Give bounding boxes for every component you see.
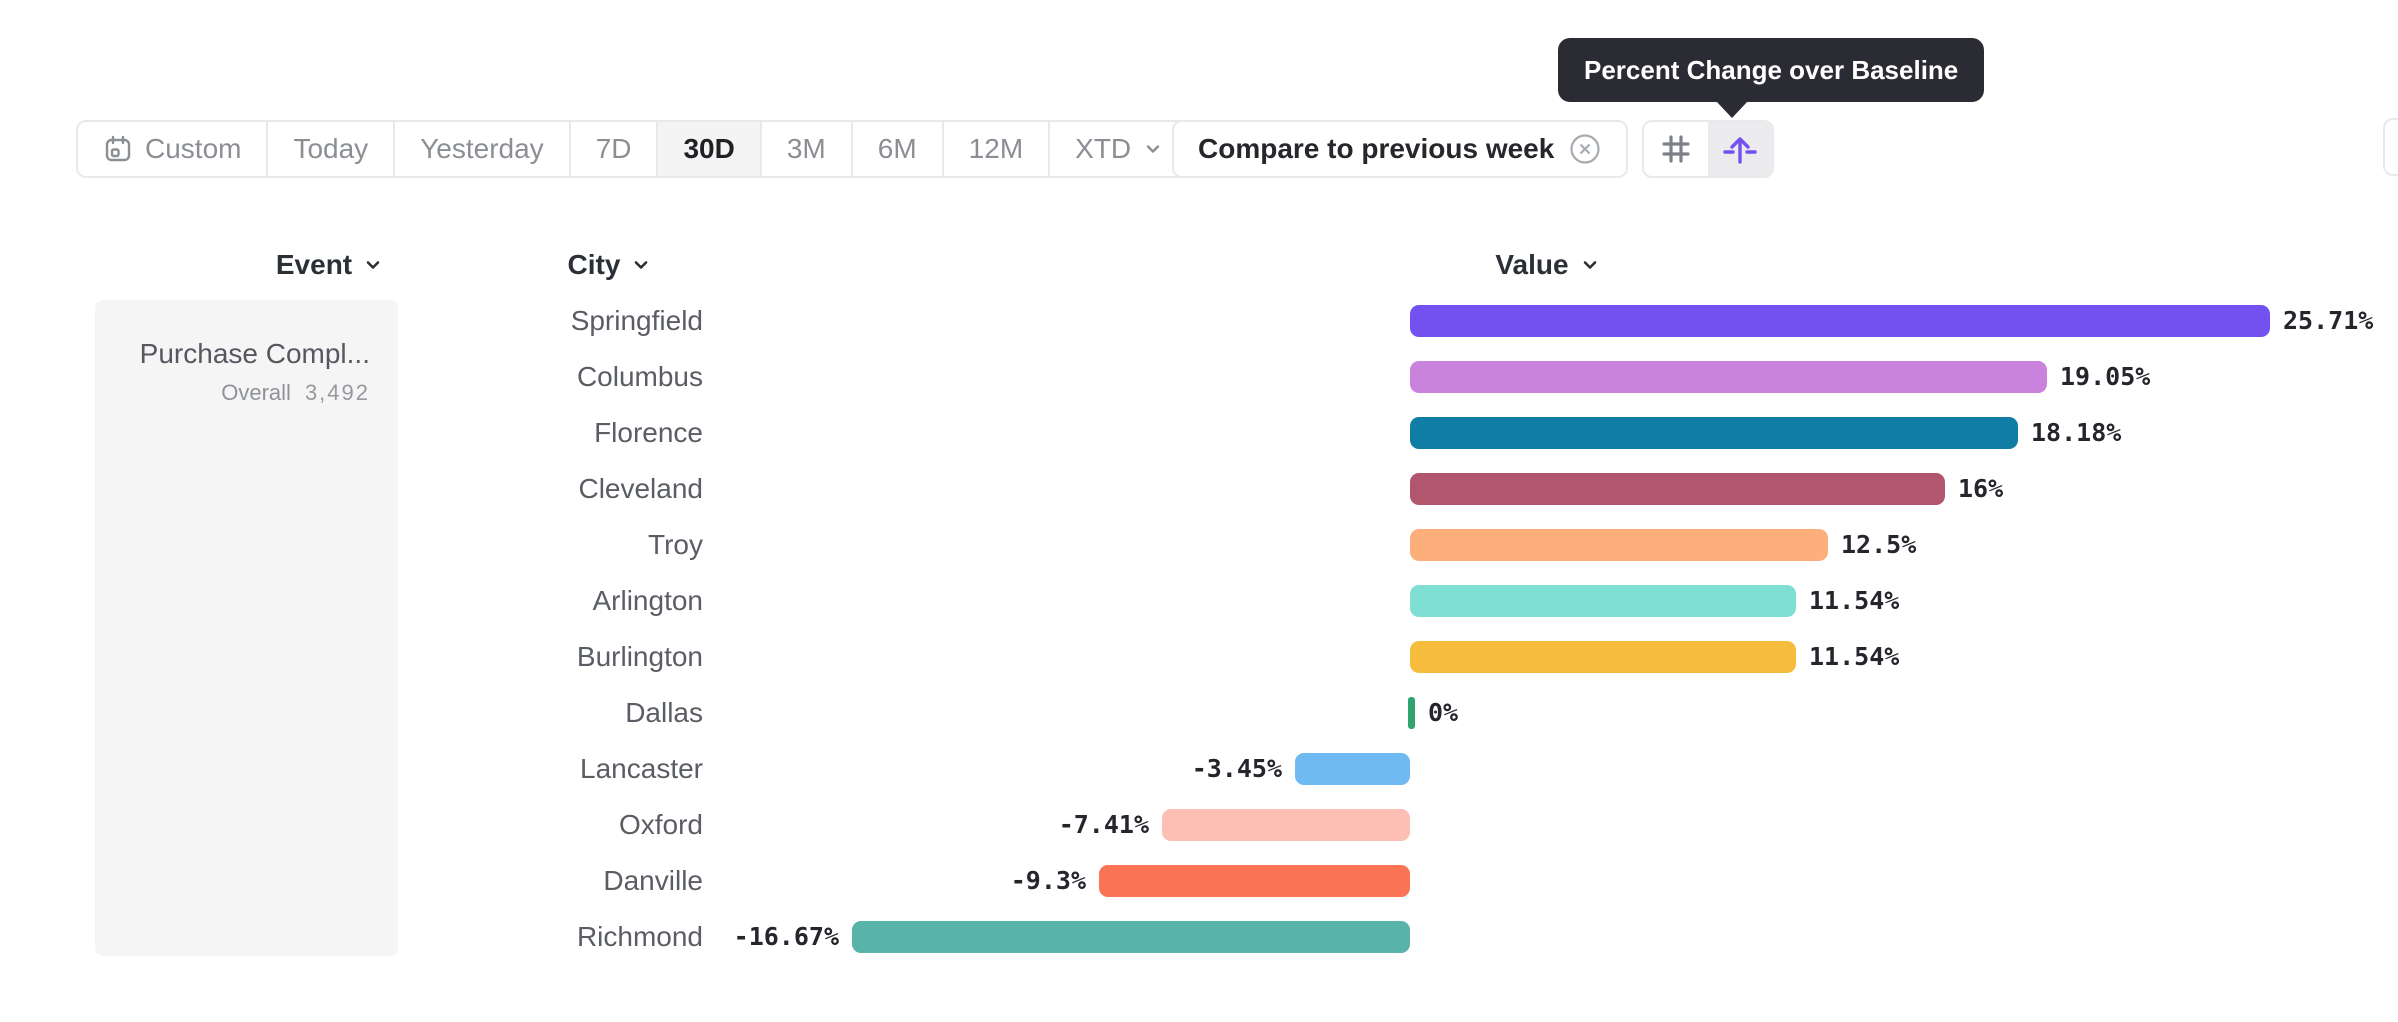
city-label: Burlington — [576, 641, 703, 672]
value-bar[interactable] — [1410, 305, 2270, 337]
city-label: Dallas — [625, 697, 703, 728]
date-range-tab-label: Custom — [145, 133, 242, 164]
value-bar[interactable] — [1295, 753, 1410, 785]
clipped-button[interactable] — [2383, 118, 2398, 176]
tooltip-percent-change: Percent Change over Baseline — [1558, 38, 1985, 118]
tooltip-text: Percent Change over Baseline — [1584, 54, 1959, 85]
chevron-down-icon — [366, 261, 380, 269]
chevron-down-icon — [1146, 145, 1160, 153]
event-overall: Overall 3,492 — [95, 380, 370, 406]
city-label: Cleveland — [578, 473, 703, 504]
chart-view-toggle — [1642, 120, 1774, 178]
value-bar[interactable] — [1410, 585, 1796, 617]
date-range-tab-30d[interactable]: 30D — [658, 122, 762, 176]
calendar-icon — [105, 135, 131, 162]
date-range-tab-7d[interactable]: 7D — [571, 122, 659, 176]
bar-row-arlington: Arlington 11.54% — [0, 573, 2398, 629]
date-range-tab-label: 30D — [683, 133, 735, 164]
bar-row-dallas: Dallas 0% — [0, 685, 2398, 741]
date-range-tabs: Custom Today Yesterday 7D 30D 3M 6M 12M XTD — [76, 120, 1191, 178]
bar-chart: Springfield 25.71% Columbus 19.05% Florence 1… — [0, 293, 2398, 973]
value-bar[interactable] — [1410, 473, 1945, 505]
column-header-value[interactable]: Value — [1483, 240, 1613, 290]
percent-change-baseline-button[interactable] — [1708, 122, 1772, 176]
value-label: -9.3% — [1010, 866, 1086, 895]
grid-view-button[interactable] — [1644, 122, 1708, 176]
value-bar[interactable] — [1410, 417, 2018, 449]
value-label: 25.71% — [2283, 306, 2374, 335]
hash-grid-icon — [1662, 135, 1690, 163]
event-name: Purchase Compl... — [139, 338, 370, 369]
date-range-tab-yesterday[interactable]: Yesterday — [395, 122, 571, 176]
date-range-tab-label: 3M — [786, 133, 826, 164]
value-bar[interactable] — [1410, 529, 1828, 561]
event-overall-value: 3,492 — [304, 380, 370, 405]
bar-row-richmond: Richmond -16.67% — [0, 909, 2398, 965]
value-label: 11.54% — [1809, 642, 1900, 671]
date-range-tab-label: Today — [293, 133, 369, 164]
date-range-tab-xtd[interactable]: XTD — [1050, 122, 1188, 176]
date-range-tab-label: Yesterday — [420, 133, 544, 164]
value-label: 19.05% — [2060, 362, 2151, 391]
event-panel-item[interactable]: Purchase Compl... Overall 3,492 — [95, 300, 398, 956]
city-label: Springfield — [570, 305, 703, 336]
bar-row-springfield: Springfield 25.71% — [0, 293, 2398, 349]
city-label: Arlington — [592, 585, 703, 616]
bar-row-florence: Florence 18.18% — [0, 405, 2398, 461]
value-label: -16.67% — [733, 922, 839, 951]
city-label: Lancaster — [580, 753, 703, 784]
event-overall-label: Overall — [221, 380, 291, 405]
city-label: Oxford — [618, 809, 703, 840]
column-header-city[interactable]: City — [545, 240, 675, 290]
value-bar[interactable] — [1099, 865, 1410, 897]
column-header-value-label: Value — [1495, 249, 1569, 280]
tooltip-arrow — [1716, 101, 1748, 118]
city-label: Danville — [603, 865, 703, 896]
value-bar[interactable] — [1410, 361, 2047, 393]
city-label: Columbus — [576, 361, 703, 392]
date-range-tab-label: 7D — [595, 133, 632, 164]
bar-row-oxford: Oxford -7.41% — [0, 797, 2398, 853]
bar-row-danville: Danville -9.3% — [0, 853, 2398, 909]
bar-row-columbus: Columbus 19.05% — [0, 349, 2398, 405]
bar-row-lancaster: Lancaster -3.45% — [0, 741, 2398, 797]
bar-row-cleveland: Cleveland 16% — [0, 461, 2398, 517]
bar-row-burlington: Burlington 11.54% — [0, 629, 2398, 685]
chevron-down-icon — [1583, 261, 1596, 269]
date-range-tab-custom[interactable]: Custom — [78, 122, 269, 176]
value-label: -3.45% — [1191, 754, 1282, 783]
value-label: 16% — [1958, 474, 2004, 503]
value-label: 11.54% — [1809, 586, 1900, 615]
date-range-tab-6m[interactable]: 6M — [853, 122, 944, 176]
value-bar[interactable] — [1410, 641, 1796, 673]
column-header-city-label: City — [567, 249, 621, 280]
city-label: Florence — [594, 417, 703, 448]
city-label: Troy — [648, 529, 703, 560]
bar-row-troy: Troy 12.5% — [0, 517, 2398, 573]
date-range-tab-today[interactable]: Today — [268, 122, 396, 176]
compare-filter-pill[interactable]: Compare to previous week — [1172, 120, 1629, 178]
date-range-tab-3m[interactable]: 3M — [762, 122, 853, 176]
value-bar[interactable] — [1408, 697, 1415, 729]
value-bar[interactable] — [852, 921, 1410, 953]
value-label: -7.41% — [1058, 810, 1149, 839]
value-label: 0% — [1428, 698, 1459, 727]
date-range-tab-label: 6M — [877, 133, 917, 164]
chevron-down-icon — [635, 261, 648, 269]
compare-filter-label: Compare to previous week — [1198, 133, 1555, 164]
column-header-event-label: Event — [275, 249, 353, 280]
percent-change-baseline-icon — [1723, 137, 1757, 164]
value-label: 12.5% — [1841, 530, 1917, 559]
date-range-tab-12m[interactable]: 12M — [944, 122, 1051, 176]
date-range-tab-label: 12M — [968, 133, 1024, 164]
remove-compare-icon[interactable] — [1568, 132, 1602, 166]
value-bar[interactable] — [1162, 809, 1410, 841]
date-range-tab-label: XTD — [1075, 133, 1132, 164]
value-label: 18.18% — [2031, 418, 2122, 447]
column-header-event[interactable]: Event — [250, 240, 410, 290]
city-label: Richmond — [576, 921, 703, 952]
